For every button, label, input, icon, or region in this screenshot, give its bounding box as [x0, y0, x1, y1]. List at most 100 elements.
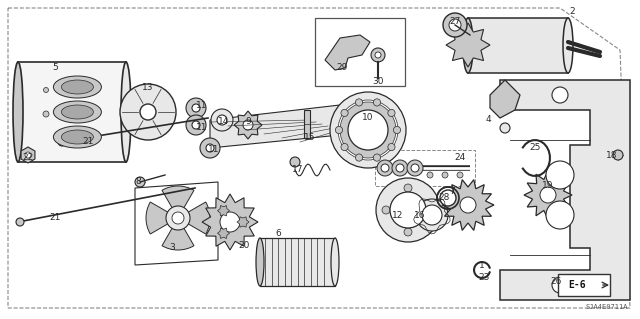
Wedge shape [162, 186, 194, 218]
Circle shape [186, 115, 206, 135]
Circle shape [552, 87, 568, 103]
Text: 18: 18 [606, 151, 618, 160]
Text: 10: 10 [362, 114, 374, 122]
Polygon shape [237, 217, 249, 227]
Ellipse shape [13, 62, 23, 162]
Circle shape [440, 190, 456, 206]
Text: 6: 6 [275, 229, 281, 239]
Circle shape [135, 177, 145, 187]
Wedge shape [178, 202, 210, 234]
Text: 4: 4 [485, 115, 491, 124]
Polygon shape [325, 35, 370, 70]
Circle shape [540, 187, 556, 203]
Circle shape [16, 218, 24, 226]
Circle shape [355, 154, 363, 161]
Polygon shape [468, 18, 568, 73]
Text: 30: 30 [372, 78, 384, 86]
Circle shape [382, 206, 390, 214]
Polygon shape [210, 105, 355, 148]
Circle shape [427, 172, 433, 178]
Circle shape [348, 110, 388, 150]
Ellipse shape [61, 105, 93, 119]
Text: 29: 29 [336, 63, 348, 72]
Text: 21: 21 [49, 213, 61, 222]
Circle shape [243, 120, 253, 130]
Text: E-6: E-6 [568, 280, 586, 290]
Ellipse shape [53, 101, 101, 123]
Circle shape [416, 199, 448, 231]
Circle shape [58, 138, 66, 146]
Ellipse shape [463, 18, 473, 73]
Text: 27: 27 [449, 18, 461, 26]
Text: 7: 7 [449, 188, 455, 197]
Text: 3: 3 [169, 243, 175, 253]
Text: 24: 24 [454, 153, 466, 162]
Text: 5: 5 [52, 63, 58, 72]
Circle shape [211, 109, 233, 131]
Circle shape [44, 87, 49, 93]
FancyBboxPatch shape [315, 18, 405, 86]
Text: 1: 1 [479, 261, 485, 270]
Text: 25: 25 [529, 144, 541, 152]
Polygon shape [500, 80, 630, 300]
Text: 23: 23 [478, 273, 490, 283]
Ellipse shape [61, 80, 93, 94]
Circle shape [407, 160, 423, 176]
Circle shape [442, 172, 448, 178]
Circle shape [335, 126, 342, 134]
Circle shape [449, 19, 461, 31]
Circle shape [330, 92, 406, 168]
Polygon shape [218, 205, 230, 216]
Ellipse shape [53, 76, 101, 98]
Text: 28: 28 [438, 194, 450, 203]
Circle shape [186, 98, 206, 118]
Circle shape [166, 206, 190, 230]
Text: 19: 19 [542, 182, 554, 190]
Ellipse shape [121, 62, 131, 162]
Text: 8: 8 [135, 177, 141, 187]
Polygon shape [234, 111, 262, 139]
Circle shape [371, 48, 385, 62]
Text: 11: 11 [196, 101, 208, 110]
Polygon shape [446, 23, 490, 67]
Circle shape [217, 115, 227, 125]
Circle shape [172, 212, 184, 224]
Text: 17: 17 [292, 166, 304, 174]
Polygon shape [490, 80, 520, 118]
Circle shape [140, 104, 156, 120]
Circle shape [396, 164, 404, 172]
Circle shape [460, 197, 476, 213]
Circle shape [411, 164, 419, 172]
Polygon shape [524, 171, 572, 219]
Ellipse shape [256, 238, 264, 286]
Circle shape [426, 206, 434, 214]
Circle shape [376, 178, 440, 242]
Text: 16: 16 [414, 211, 426, 219]
Circle shape [388, 109, 395, 116]
Circle shape [192, 104, 200, 112]
Circle shape [373, 99, 381, 106]
Circle shape [355, 99, 363, 106]
Text: 15: 15 [304, 133, 316, 143]
Text: 22: 22 [22, 153, 34, 162]
Polygon shape [18, 62, 126, 162]
Polygon shape [202, 194, 258, 250]
Circle shape [375, 52, 381, 58]
Bar [558, 274, 610, 296]
Circle shape [443, 13, 467, 37]
Circle shape [192, 121, 200, 129]
Circle shape [613, 150, 623, 160]
Text: 14: 14 [218, 117, 230, 127]
Text: 11: 11 [208, 145, 220, 154]
Circle shape [500, 123, 510, 133]
Circle shape [552, 277, 568, 293]
Circle shape [404, 184, 412, 192]
Circle shape [373, 154, 381, 161]
Text: SJA4E0711A: SJA4E0711A [586, 304, 628, 310]
Circle shape [338, 100, 398, 160]
Circle shape [290, 157, 300, 167]
FancyBboxPatch shape [375, 150, 475, 186]
Circle shape [404, 228, 412, 236]
Wedge shape [146, 202, 178, 234]
Bar [304, 110, 310, 138]
